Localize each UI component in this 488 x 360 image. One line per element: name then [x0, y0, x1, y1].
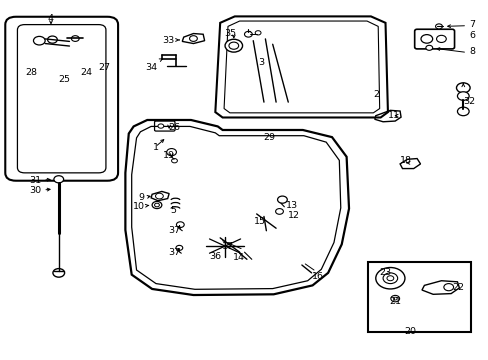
Circle shape — [386, 276, 393, 281]
Text: 7: 7 — [468, 20, 474, 29]
Text: 12: 12 — [287, 211, 300, 220]
Text: 24: 24 — [81, 68, 92, 77]
Circle shape — [392, 297, 396, 300]
Circle shape — [382, 273, 397, 284]
Text: 29: 29 — [262, 132, 274, 141]
Text: 37: 37 — [167, 225, 180, 234]
Text: 36: 36 — [209, 252, 221, 261]
Text: 32: 32 — [462, 97, 474, 106]
Circle shape — [166, 149, 176, 156]
Text: 9: 9 — [139, 193, 144, 202]
Text: 30: 30 — [29, 186, 41, 195]
Text: 8: 8 — [468, 47, 474, 56]
Text: 20: 20 — [403, 327, 415, 336]
Circle shape — [158, 124, 163, 128]
Text: 18: 18 — [400, 156, 411, 165]
Text: 25: 25 — [59, 76, 70, 85]
Circle shape — [456, 83, 469, 93]
Circle shape — [255, 31, 261, 35]
Circle shape — [224, 39, 242, 52]
Text: 27: 27 — [98, 63, 110, 72]
Text: 14: 14 — [232, 253, 244, 262]
Text: 37: 37 — [167, 248, 180, 257]
Circle shape — [152, 202, 162, 208]
Text: 2: 2 — [373, 90, 379, 99]
Text: 21: 21 — [388, 297, 401, 306]
Text: 33: 33 — [162, 36, 174, 45]
Circle shape — [425, 45, 432, 50]
Text: 17: 17 — [221, 242, 233, 251]
Text: 31: 31 — [29, 176, 41, 185]
Text: 6: 6 — [468, 31, 474, 40]
Text: 3: 3 — [258, 58, 264, 67]
Circle shape — [171, 158, 177, 163]
Circle shape — [244, 31, 252, 37]
Circle shape — [176, 246, 183, 250]
Text: 4: 4 — [48, 14, 54, 23]
Circle shape — [228, 42, 238, 49]
Circle shape — [155, 193, 163, 199]
Text: 34: 34 — [144, 63, 157, 72]
Bar — [368, 262, 469, 332]
Text: 19: 19 — [163, 151, 175, 160]
Circle shape — [390, 296, 399, 302]
Text: 10: 10 — [133, 202, 144, 211]
Text: 11: 11 — [387, 111, 399, 120]
Circle shape — [275, 208, 283, 214]
Circle shape — [277, 196, 287, 203]
Text: 35: 35 — [224, 29, 236, 38]
Text: 5: 5 — [170, 206, 176, 215]
Circle shape — [71, 36, 79, 41]
Circle shape — [420, 35, 432, 43]
Text: 26: 26 — [168, 123, 180, 132]
Circle shape — [47, 36, 57, 43]
Text: 1: 1 — [153, 143, 159, 152]
Text: 23: 23 — [379, 268, 391, 277]
Circle shape — [375, 267, 404, 289]
Circle shape — [176, 222, 184, 228]
Circle shape — [435, 24, 442, 29]
Circle shape — [54, 176, 63, 183]
Circle shape — [436, 35, 446, 42]
Circle shape — [189, 36, 197, 41]
Circle shape — [457, 92, 468, 100]
Text: 16: 16 — [311, 272, 323, 281]
Circle shape — [33, 36, 45, 45]
Circle shape — [457, 107, 468, 116]
Text: 28: 28 — [25, 68, 38, 77]
Circle shape — [443, 284, 453, 291]
Text: 22: 22 — [451, 283, 464, 292]
Circle shape — [53, 269, 64, 277]
Circle shape — [154, 203, 159, 207]
Text: 15: 15 — [254, 217, 266, 226]
Text: 13: 13 — [285, 201, 297, 210]
